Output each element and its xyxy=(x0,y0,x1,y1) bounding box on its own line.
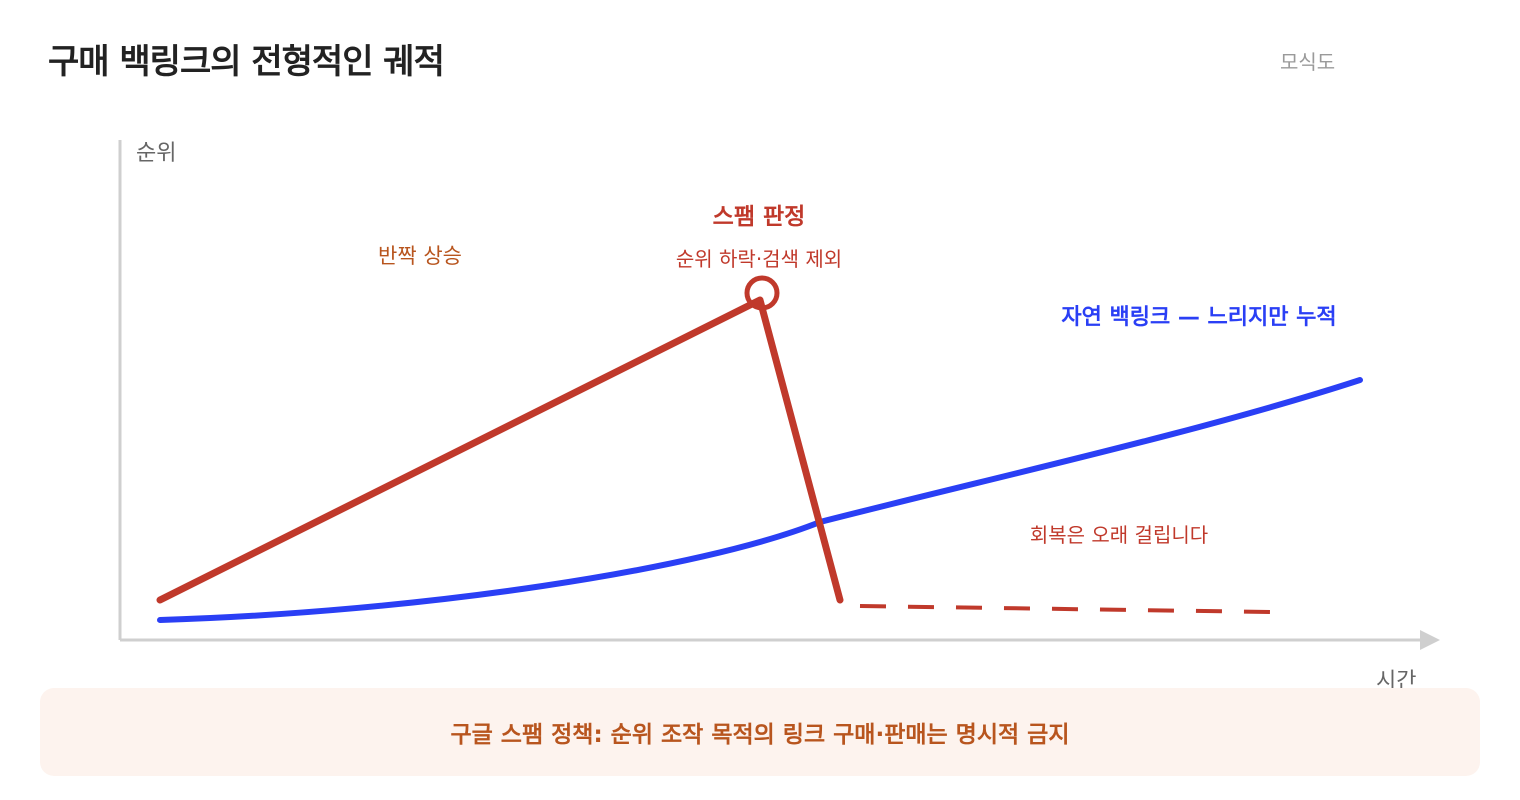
penalty-detail: 순위 하락·검색 제외 xyxy=(676,247,842,271)
organic-label: 자연 백링크 — 느리지만 누적 xyxy=(1061,305,1336,330)
recovery-dashed-line xyxy=(859,604,1271,614)
spike-label: 반짝 상승 xyxy=(378,244,462,268)
diagram-badge: 모식도 xyxy=(1280,50,1336,74)
x-axis-arrow-icon xyxy=(1420,630,1440,650)
organic-backlink-line xyxy=(157,377,1363,623)
recovery-label: 회복은 오래 걸립니다 xyxy=(1030,523,1208,547)
penalty-marker-icon xyxy=(744,275,780,311)
y-axis-label: 순위 xyxy=(136,141,176,166)
penalty-title: 스팸 판정 xyxy=(713,204,806,230)
policy-banner: 구글 스팸 정책: 순위 조작 목적의 링크 구매·판매는 명시적 금지 xyxy=(40,688,1480,776)
purchased-backlink-line xyxy=(156,296,844,604)
policy-note: 구글 스팸 정책: 순위 조작 목적의 링크 구매·판매는 명시적 금지 xyxy=(450,722,1070,748)
page-title: 구매 백링크의 전형적인 궤적 xyxy=(48,42,445,82)
